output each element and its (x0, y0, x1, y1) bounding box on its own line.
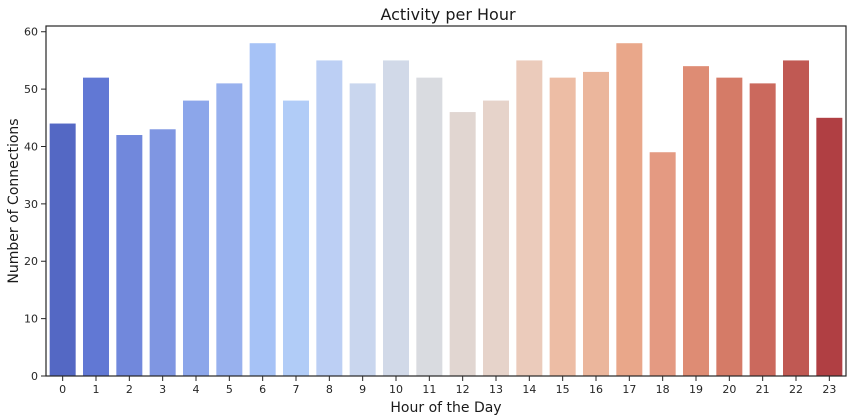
x-tick-label: 13 (489, 383, 503, 396)
x-tick-label: 20 (722, 383, 736, 396)
x-tick-label: 2 (126, 383, 133, 396)
x-tick-label: 23 (822, 383, 836, 396)
chart-title: Activity per Hour (380, 5, 516, 24)
bar-hour-9 (349, 83, 376, 377)
x-tick-label: 8 (326, 383, 333, 396)
bar-hour-11 (416, 77, 443, 376)
x-tick-label: 15 (556, 383, 570, 396)
bar-hour-20 (716, 77, 743, 376)
bars-group (49, 43, 843, 377)
y-tick-label: 30 (24, 198, 38, 211)
bar-hour-15 (549, 77, 576, 376)
x-tick-label: 14 (522, 383, 536, 396)
y-tick-label: 40 (24, 140, 38, 153)
x-tick-label: 0 (59, 383, 66, 396)
bar-hour-21 (749, 83, 776, 377)
bar-hour-12 (449, 112, 476, 376)
bar-hour-22 (783, 60, 809, 376)
bar-hour-8 (316, 60, 343, 376)
x-axis-label: Hour of the Day (390, 400, 501, 416)
bar-hour-10 (383, 60, 409, 376)
x-tick-label: 22 (789, 383, 803, 396)
x-tick-label: 1 (93, 383, 100, 396)
y-tick-label: 50 (24, 83, 38, 96)
bar-hour-16 (583, 71, 609, 376)
bar-hour-2 (116, 135, 143, 376)
plot-frame (45, 25, 847, 377)
y-axis-label: Number of Connections (6, 118, 22, 283)
x-tick-label: 16 (589, 383, 603, 396)
x-tick-label: 18 (656, 383, 670, 396)
x-tick-label: 21 (756, 383, 770, 396)
x-tick-label: 3 (159, 383, 166, 396)
y-tick-label: 20 (24, 255, 38, 268)
x-tick-label: 5 (226, 383, 233, 396)
x-tick-label: 9 (359, 383, 366, 396)
bar-hour-0 (49, 123, 76, 376)
bar-hour-19 (683, 66, 709, 376)
y-tick-label: 0 (31, 370, 38, 383)
bar-hour-18 (649, 152, 676, 376)
bar-hour-23 (816, 117, 843, 376)
bar-hour-17 (616, 43, 643, 377)
bar-hour-6 (249, 43, 276, 377)
x-tick-label: 4 (193, 383, 200, 396)
bar-hour-5 (216, 83, 243, 377)
bar-hour-4 (183, 100, 209, 377)
y-axis-ticks: 0 10 20 30 40 50 60 (24, 26, 46, 383)
x-axis-ticks: 0 1 2 3 4 5 6 7 8 9 10 11 12 13 14 15 16 17 18 19 20 21 22 23 (59, 376, 836, 396)
bar-hour-14 (516, 60, 543, 376)
bar-hour-13 (483, 100, 509, 377)
x-tick-label: 19 (689, 383, 703, 396)
x-tick-label: 6 (259, 383, 266, 396)
bar-hour-1 (83, 77, 109, 376)
bar-hour-7 (283, 100, 309, 377)
x-tick-label: 17 (622, 383, 636, 396)
x-tick-label: 12 (456, 383, 470, 396)
x-tick-label: 10 (389, 383, 403, 396)
bar-hour-3 (149, 129, 176, 376)
y-tick-label: 60 (24, 26, 38, 39)
y-tick-label: 10 (24, 313, 38, 326)
x-tick-label: 7 (293, 383, 300, 396)
x-tick-label: 11 (422, 383, 436, 396)
